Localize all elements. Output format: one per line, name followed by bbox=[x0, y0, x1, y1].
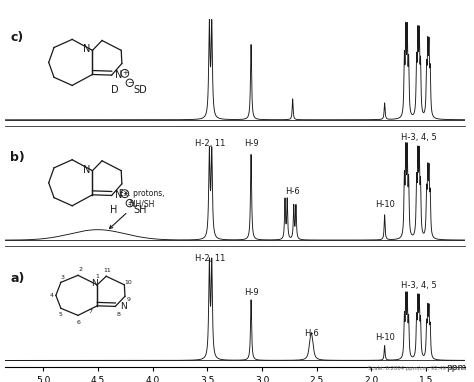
Text: 7: 7 bbox=[88, 309, 92, 314]
Text: 4: 4 bbox=[50, 293, 54, 298]
Text: 3: 3 bbox=[61, 275, 65, 280]
Text: N: N bbox=[83, 44, 90, 54]
Text: SD: SD bbox=[133, 85, 147, 95]
Text: N: N bbox=[116, 191, 123, 201]
Text: ppm: ppm bbox=[447, 363, 467, 372]
Text: SH: SH bbox=[133, 205, 146, 215]
Text: 5: 5 bbox=[59, 312, 63, 317]
Text: b): b) bbox=[10, 151, 25, 164]
Text: c): c) bbox=[10, 31, 24, 44]
Text: H-2, 11: H-2, 11 bbox=[195, 254, 226, 264]
Text: N: N bbox=[83, 165, 90, 175]
Text: 1: 1 bbox=[95, 274, 99, 279]
Text: D: D bbox=[111, 85, 118, 95]
Text: 10: 10 bbox=[125, 280, 132, 285]
Text: 6: 6 bbox=[77, 319, 81, 325]
Text: +: + bbox=[122, 191, 128, 197]
Text: N: N bbox=[120, 302, 127, 311]
Text: H-3, 4, 5: H-3, 4, 5 bbox=[401, 280, 437, 290]
Text: H-2, 11: H-2, 11 bbox=[195, 139, 226, 148]
Text: 9: 9 bbox=[127, 297, 130, 302]
Text: H-3, 4, 5: H-3, 4, 5 bbox=[401, 133, 437, 142]
Text: −: − bbox=[127, 200, 133, 206]
Text: H-9: H-9 bbox=[244, 139, 258, 148]
Text: H-6: H-6 bbox=[304, 329, 319, 338]
Text: N: N bbox=[91, 279, 98, 288]
Text: H-10: H-10 bbox=[374, 333, 394, 342]
Text: Ex. protons,
-NH/SH: Ex. protons, -NH/SH bbox=[109, 189, 164, 228]
Text: N: N bbox=[116, 70, 123, 80]
Text: H: H bbox=[110, 205, 118, 215]
Text: 11: 11 bbox=[103, 268, 111, 273]
Text: −: − bbox=[127, 80, 133, 86]
Text: Scale: 0.2004 ppm/cm, 92.49 Hz/cm: Scale: 0.2004 ppm/cm, 92.49 Hz/cm bbox=[368, 366, 465, 371]
Text: H-10: H-10 bbox=[374, 200, 394, 209]
Text: H-9: H-9 bbox=[244, 288, 258, 297]
Text: a): a) bbox=[10, 272, 25, 285]
Text: +: + bbox=[122, 70, 128, 76]
Text: 2: 2 bbox=[79, 267, 82, 272]
Text: H-6: H-6 bbox=[285, 187, 300, 196]
Text: 8: 8 bbox=[117, 312, 121, 317]
